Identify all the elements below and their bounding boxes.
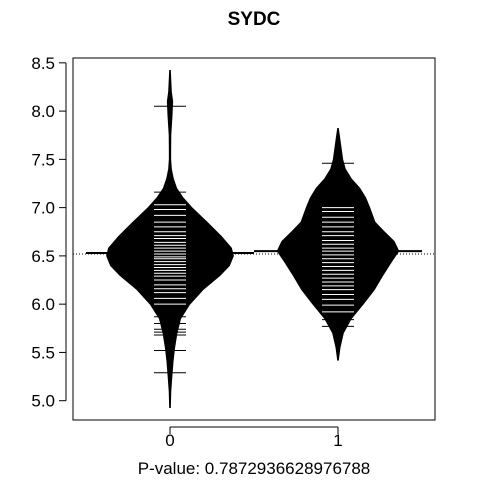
y-tick-label: 5.0 <box>31 392 55 411</box>
beans-layer <box>73 70 435 408</box>
y-tick-label: 6.0 <box>31 295 55 314</box>
bean-1 <box>254 127 422 361</box>
x-axis-label: P-value: 0.7872936628976788 <box>138 459 371 478</box>
y-tick-label: 7.5 <box>31 150 55 169</box>
y-axis: 5.0 5.5 6.0 6.5 7.0 7.5 8.0 8.5 <box>31 54 67 411</box>
chart-title: SYDC <box>228 9 281 30</box>
x-tick-label: 1 <box>333 431 342 450</box>
x-tick-label: 0 <box>165 431 174 450</box>
y-tick-label: 6.5 <box>31 247 55 266</box>
y-tick-label: 8.5 <box>31 54 55 73</box>
bean-0 <box>86 70 254 408</box>
y-tick-label: 7.0 <box>31 199 55 218</box>
plot-frame <box>72 57 436 421</box>
y-tick-label: 5.5 <box>31 343 55 362</box>
y-tick-label: 8.0 <box>31 102 55 121</box>
